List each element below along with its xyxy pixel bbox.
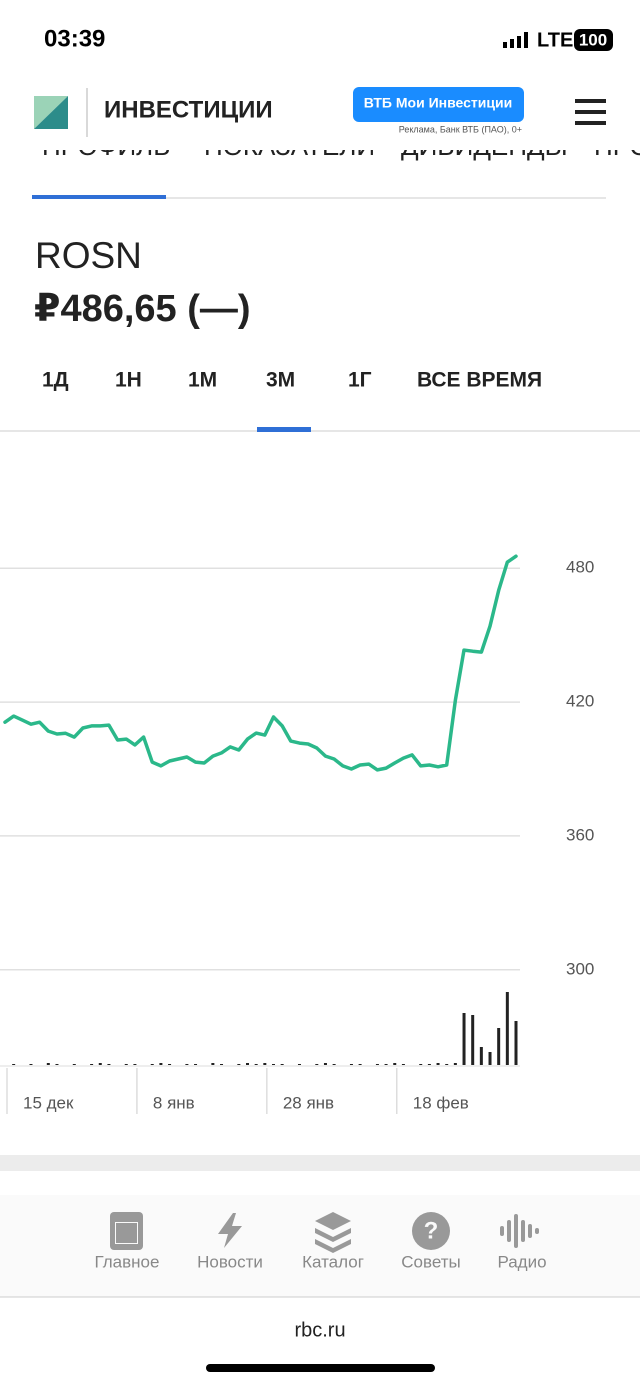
- ad-note: Реклама, Банк ВТБ (ПАО), 0+: [399, 124, 522, 134]
- chart: 300 360 420 480 15 дек 8 янв 28 янв 18 фев: [0, 554, 594, 1114]
- price: ₽486,65 (—): [34, 288, 251, 330]
- nav-label[interactable]: Каталог: [302, 1252, 364, 1271]
- volume-bar: [168, 1064, 172, 1065]
- nav-label[interactable]: Главное: [95, 1252, 160, 1271]
- volume-bar: [271, 1064, 275, 1065]
- volume-bar: [98, 1063, 102, 1065]
- x-tick-label: 15 дек: [23, 1093, 74, 1112]
- volume-bar: [107, 1064, 111, 1065]
- logo: [34, 88, 88, 137]
- volume-bar: [505, 992, 509, 1065]
- x-tick-label: 28 янв: [283, 1093, 334, 1112]
- nav-label[interactable]: Новости: [197, 1252, 263, 1271]
- period-button[interactable]: ВСЕ ВРЕМЯ: [417, 369, 542, 392]
- y-tick-label: 420: [566, 692, 594, 711]
- volume-bar: [419, 1064, 423, 1065]
- volume-bar: [427, 1064, 431, 1065]
- battery-icon: [574, 29, 613, 51]
- nav-icon[interactable]: [110, 1212, 143, 1250]
- volume-bar: [124, 1064, 128, 1065]
- volume-bar: [297, 1064, 301, 1065]
- status-battery: 100: [579, 30, 607, 49]
- nav-label[interactable]: Советы: [401, 1252, 460, 1271]
- vtb-button-label[interactable]: ВТБ Мои Инвестиции: [364, 95, 512, 111]
- volume-bar: [514, 1021, 518, 1065]
- brand: ИНВЕСТИЦИИ: [104, 96, 273, 123]
- volume-bar: [220, 1064, 224, 1065]
- volume-bar: [488, 1052, 492, 1065]
- period-button[interactable]: 3М: [266, 369, 295, 392]
- tab[interactable]: ПОКАЗАТЕЛИ: [204, 131, 375, 161]
- volume-bar: [471, 1015, 475, 1065]
- volume-bar: [46, 1063, 50, 1065]
- volume-bar: [211, 1063, 215, 1065]
- status-time: 03:39: [44, 25, 105, 52]
- home-indicator: [206, 1364, 435, 1372]
- menu-icon[interactable]: [575, 99, 606, 125]
- volume-bar: [90, 1064, 94, 1065]
- y-tick-label: 480: [566, 558, 594, 577]
- volume-bar: [263, 1063, 267, 1065]
- volume-bar: [72, 1064, 76, 1065]
- period-button[interactable]: 1Н: [115, 369, 142, 392]
- volume-bar: [315, 1064, 319, 1065]
- price-line: [3, 554, 518, 772]
- y-tick-label: 300: [566, 959, 594, 978]
- volume-bar: [384, 1064, 388, 1065]
- volume-bar: [194, 1064, 198, 1065]
- volume-bar: [401, 1064, 405, 1065]
- tab[interactable]: ПРОФИЛЬ: [42, 131, 170, 161]
- volume-bar: [185, 1064, 189, 1065]
- url: rbc.ru: [294, 1319, 345, 1341]
- volume-bar: [150, 1064, 154, 1065]
- tab[interactable]: ДИВИДЕНДЫ: [401, 131, 568, 161]
- volume-bar: [453, 1063, 457, 1065]
- volume-bar: [393, 1063, 397, 1065]
- vtb-button[interactable]: [353, 87, 524, 122]
- volume-bar: [159, 1063, 163, 1065]
- svg-text:?: ?: [424, 1217, 439, 1244]
- volume-bar: [479, 1047, 483, 1065]
- volume-bar: [349, 1064, 353, 1065]
- status-network: LTE: [537, 29, 573, 51]
- volume-bar: [246, 1063, 250, 1065]
- volume-bar: [12, 1064, 16, 1065]
- volume-bar: [462, 1013, 466, 1065]
- volume-bar: [436, 1063, 440, 1065]
- volume-bar: [237, 1064, 241, 1065]
- volume-bar: [133, 1064, 137, 1065]
- nav-label[interactable]: Радио: [497, 1252, 546, 1271]
- nav-icon[interactable]: [500, 1214, 539, 1248]
- volume-bar: [29, 1064, 33, 1065]
- volume-bar: [254, 1064, 258, 1065]
- nav-icon[interactable]: [315, 1212, 351, 1253]
- y-tick-label: 360: [566, 825, 594, 844]
- volume-bar: [55, 1064, 59, 1065]
- ticker: ROSN: [35, 235, 142, 276]
- x-tick-label: 18 фев: [413, 1093, 469, 1112]
- x-tick-label: 8 янв: [153, 1093, 195, 1112]
- section-gap: [0, 1155, 640, 1171]
- tab-indicator: [32, 195, 166, 199]
- nav-icon[interactable]: [218, 1213, 242, 1248]
- volume-bar: [280, 1064, 284, 1065]
- tab[interactable]: ПРО: [594, 131, 640, 161]
- period-button[interactable]: 1М: [188, 369, 217, 392]
- nav-icon[interactable]: ?: [412, 1212, 450, 1250]
- period-button[interactable]: 1Д: [42, 369, 69, 392]
- volume-bar: [375, 1064, 379, 1065]
- volume-bar: [332, 1064, 336, 1065]
- volume-bar: [358, 1064, 362, 1065]
- signal-icon: [503, 32, 528, 48]
- volume-bar: [445, 1064, 449, 1065]
- volume-bar: [323, 1063, 327, 1065]
- volume-bar: [497, 1028, 501, 1065]
- period-indicator: [257, 427, 311, 432]
- period-button[interactable]: 1Г: [348, 369, 372, 392]
